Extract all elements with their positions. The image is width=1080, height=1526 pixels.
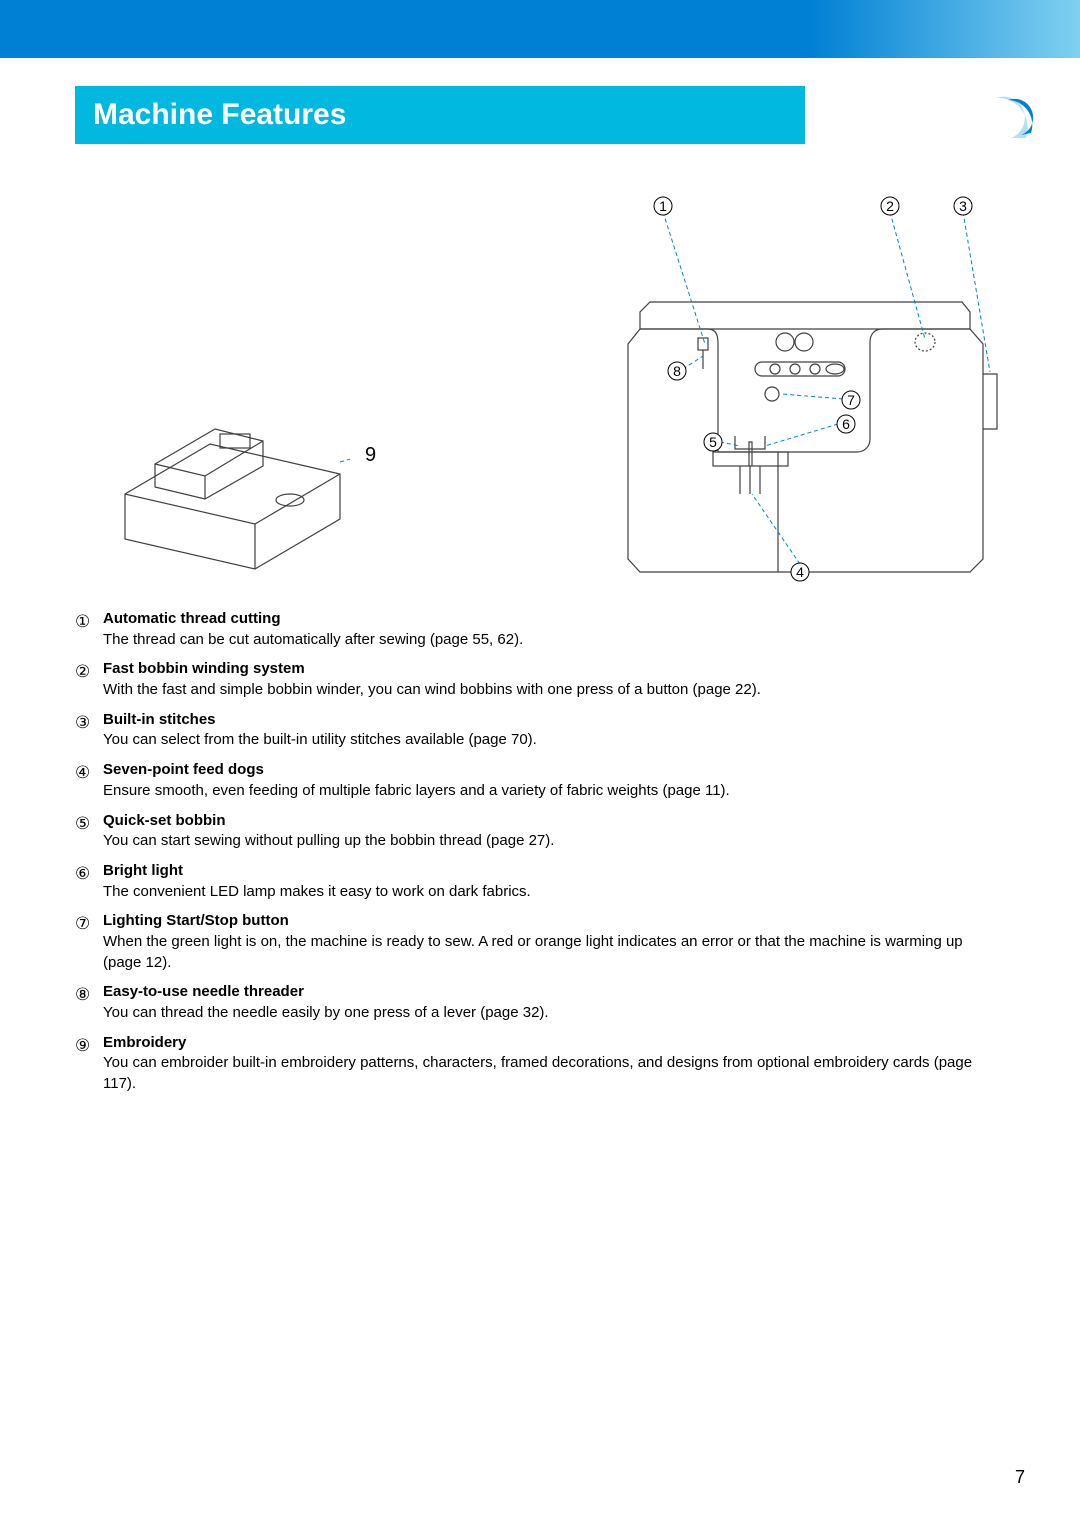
embroidery-unit-diagram	[115, 404, 350, 584]
feature-title: Built-in stitches	[103, 710, 1005, 731]
feature-description: You can start sewing without pulling up …	[103, 831, 1005, 852]
svg-text:4: 4	[796, 564, 804, 580]
svg-text:2: 2	[886, 198, 894, 214]
feature-title: Seven-point feed dogs	[103, 760, 1005, 781]
feature-body: Quick-set bobbinYou can start sewing wit…	[103, 811, 1005, 852]
feature-title: Easy-to-use needle threader	[103, 982, 1005, 1003]
feature-description: You can embroider built-in embroidery pa…	[103, 1053, 1005, 1094]
page-header-bar	[0, 0, 1080, 58]
feature-title: Fast bobbin winding system	[103, 659, 1005, 680]
feature-body: Lighting Start/Stop buttonWhen the green…	[103, 911, 1005, 973]
feature-number: ②	[75, 659, 103, 700]
feature-title: Embroidery	[103, 1033, 1005, 1054]
svg-text:3: 3	[959, 198, 967, 214]
feature-number: ①	[75, 609, 103, 650]
feature-number: ⑧	[75, 982, 103, 1023]
svg-text:1: 1	[659, 198, 667, 214]
feature-item: ⑨EmbroideryYou can embroider built-in em…	[75, 1033, 1005, 1095]
feature-title: Lighting Start/Stop button	[103, 911, 1005, 932]
feature-title: Bright light	[103, 861, 1005, 882]
feature-body: Built-in stitchesYou can select from the…	[103, 710, 1005, 751]
feature-item: ①Automatic thread cuttingThe thread can …	[75, 609, 1005, 650]
feature-number: ⑤	[75, 811, 103, 852]
feature-item: ⑦Lighting Start/Stop buttonWhen the gree…	[75, 911, 1005, 973]
diagram-area: 1 2 3 4 5 6 7 8 9	[75, 194, 1005, 589]
feature-title: Automatic thread cutting	[103, 609, 1005, 630]
machine-front-diagram: 1 2 3 4 5 6 7 8	[590, 194, 1005, 589]
feature-item: ③Built-in stitchesYou can select from th…	[75, 710, 1005, 751]
feature-body: Seven-point feed dogsEnsure smooth, even…	[103, 760, 1005, 801]
feature-body: EmbroideryYou can embroider built-in emb…	[103, 1033, 1005, 1095]
feature-item: ⑤Quick-set bobbinYou can start sewing wi…	[75, 811, 1005, 852]
feature-number: ④	[75, 760, 103, 801]
feature-description: You can select from the built-in utility…	[103, 730, 1005, 751]
svg-text:7: 7	[847, 392, 855, 408]
feature-title: Quick-set bobbin	[103, 811, 1005, 832]
feature-description: The thread can be cut automatically afte…	[103, 630, 1005, 651]
svg-text:8: 8	[673, 363, 681, 379]
svg-text:6: 6	[842, 416, 850, 432]
callout-9: 9	[365, 444, 376, 467]
section-title: Machine Features	[75, 86, 805, 144]
feature-description: When the green light is on, the machine …	[103, 932, 1005, 973]
feature-body: Bright lightThe convenient LED lamp make…	[103, 861, 1005, 902]
feature-description: You can thread the needle easily by one …	[103, 1003, 1005, 1024]
feature-number: ③	[75, 710, 103, 751]
feature-description: Ensure smooth, even feeding of multiple …	[103, 781, 1005, 802]
feature-number: ⑨	[75, 1033, 103, 1095]
feature-number: ⑦	[75, 911, 103, 973]
feature-list: ①Automatic thread cuttingThe thread can …	[75, 609, 1005, 1095]
feature-body: Fast bobbin winding system With the fast…	[103, 659, 1005, 700]
feature-item: ⑥Bright lightThe convenient LED lamp mak…	[75, 861, 1005, 902]
decorative-swoosh-icon	[986, 93, 1036, 143]
title-region: Machine Features	[75, 86, 1080, 144]
feature-description: The convenient LED lamp makes it easy to…	[103, 882, 1005, 903]
feature-body: Easy-to-use needle threaderYou can threa…	[103, 982, 1005, 1023]
feature-item: ⑧Easy-to-use needle threaderYou can thre…	[75, 982, 1005, 1023]
feature-description: With the fast and simple bobbin winder, …	[103, 680, 1005, 701]
feature-item: ④Seven-point feed dogsEnsure smooth, eve…	[75, 760, 1005, 801]
page-number: 7	[1015, 1467, 1025, 1488]
feature-number: ⑥	[75, 861, 103, 902]
svg-text:5: 5	[709, 434, 717, 450]
feature-body: Automatic thread cuttingThe thread can b…	[103, 609, 1005, 650]
feature-item: ②Fast bobbin winding system With the fas…	[75, 659, 1005, 700]
